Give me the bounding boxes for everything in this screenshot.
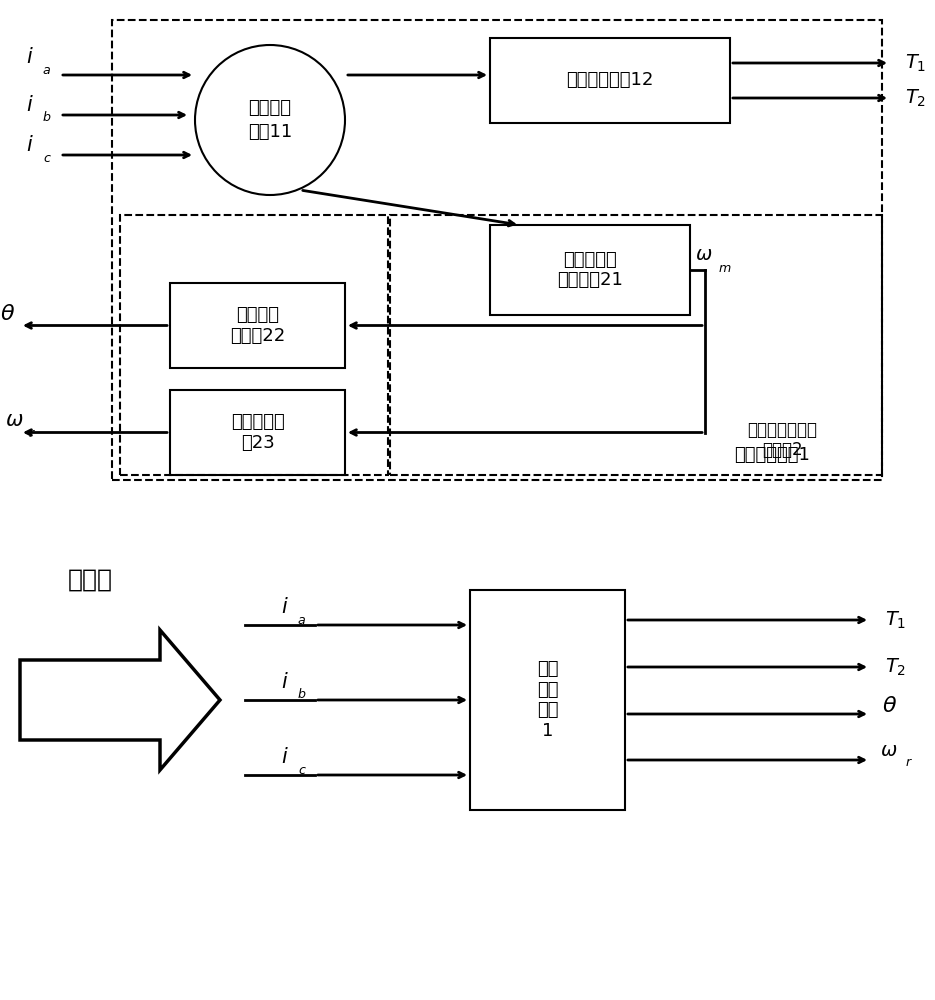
Text: $_{c}$: $_{c}$ <box>297 758 307 776</box>
Text: $\theta$: $\theta$ <box>0 304 16 324</box>
Text: 等效为: 等效为 <box>67 568 112 592</box>
Text: 电机11: 电机11 <box>248 123 292 141</box>
Text: 转速与电角度计
算模块2: 转速与电角度计 算模块2 <box>747 421 817 459</box>
Text: $i$: $i$ <box>281 747 289 767</box>
Text: $i$: $i$ <box>26 135 34 155</box>
Text: $T_2$: $T_2$ <box>885 656 906 678</box>
Text: $_{b}$: $_{b}$ <box>42 106 51 124</box>
Text: $_{c}$: $_{c}$ <box>42 146 51 164</box>
Text: 机械旋转角
速度测量21: 机械旋转角 速度测量21 <box>557 251 623 289</box>
Bar <box>390 215 882 475</box>
Text: $_{m}$: $_{m}$ <box>718 256 731 274</box>
Text: $_{a}$: $_{a}$ <box>297 608 307 626</box>
Text: 复合
被控
对象
1: 复合 被控 对象 1 <box>537 660 558 740</box>
Bar <box>490 38 730 123</box>
Bar <box>170 283 345 368</box>
Text: $_{r}$: $_{r}$ <box>28 422 36 440</box>
Text: 永磁轮毂: 永磁轮毂 <box>249 99 292 117</box>
Text: $\omega$: $\omega$ <box>695 245 712 264</box>
Text: $i$: $i$ <box>26 95 34 115</box>
Text: 电角度计
算模块22: 电角度计 算模块22 <box>230 306 285 345</box>
Text: $i$: $i$ <box>281 672 289 692</box>
Bar <box>112 20 882 480</box>
Bar <box>490 225 690 315</box>
Text: $T_2$: $T_2$ <box>905 87 927 109</box>
Text: 复合被控对象1: 复合被控对象1 <box>734 446 810 464</box>
Text: $\theta$: $\theta$ <box>882 696 898 716</box>
Text: $_{a}$: $_{a}$ <box>42 58 51 76</box>
Text: $T_1$: $T_1$ <box>905 52 927 74</box>
Bar <box>120 215 388 475</box>
Text: $_{r}$: $_{r}$ <box>905 751 913 769</box>
Bar <box>470 590 625 810</box>
Text: $\omega$: $\omega$ <box>880 740 898 760</box>
Bar <box>170 390 345 475</box>
Text: 转速计算模
块23: 转速计算模 块23 <box>231 413 284 452</box>
Text: $_{b}$: $_{b}$ <box>297 683 307 701</box>
Text: $\omega$: $\omega$ <box>5 410 23 430</box>
Text: 温度测量模块12: 温度测量模块12 <box>567 72 654 90</box>
Text: $T_1$: $T_1$ <box>885 609 906 631</box>
Text: $i$: $i$ <box>26 47 34 67</box>
Text: $i$: $i$ <box>281 597 289 617</box>
